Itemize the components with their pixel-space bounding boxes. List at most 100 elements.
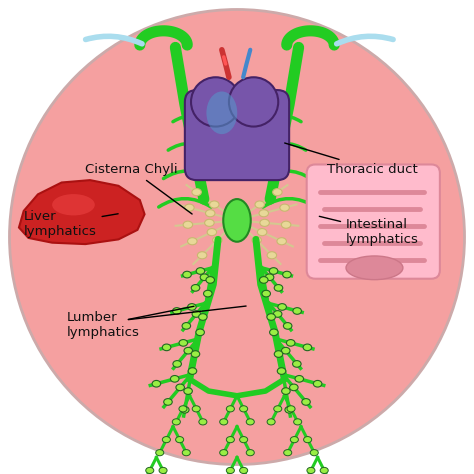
Ellipse shape (188, 368, 197, 374)
Ellipse shape (203, 290, 212, 297)
Ellipse shape (283, 271, 291, 278)
Ellipse shape (162, 437, 170, 443)
Ellipse shape (159, 467, 167, 474)
Ellipse shape (239, 406, 247, 412)
Ellipse shape (162, 344, 171, 351)
Text: Lumber
lymphatics: Lumber lymphatics (66, 310, 139, 339)
Ellipse shape (206, 277, 214, 283)
Ellipse shape (191, 284, 200, 291)
Ellipse shape (303, 344, 312, 351)
Ellipse shape (302, 399, 310, 405)
Ellipse shape (199, 314, 207, 320)
Ellipse shape (273, 310, 282, 317)
Ellipse shape (188, 304, 196, 310)
Ellipse shape (290, 384, 298, 391)
Ellipse shape (176, 384, 184, 391)
Ellipse shape (320, 467, 328, 474)
Ellipse shape (183, 271, 191, 278)
Ellipse shape (269, 268, 278, 274)
Ellipse shape (207, 91, 237, 134)
Ellipse shape (199, 419, 207, 425)
Ellipse shape (313, 381, 322, 387)
Text: Cisterna Chyli: Cisterna Chyli (85, 163, 192, 214)
Ellipse shape (200, 274, 209, 281)
Ellipse shape (260, 277, 268, 283)
Ellipse shape (246, 449, 254, 456)
Ellipse shape (205, 210, 215, 217)
Circle shape (229, 77, 278, 127)
Ellipse shape (304, 437, 312, 443)
Ellipse shape (192, 310, 201, 317)
Ellipse shape (295, 375, 303, 382)
Ellipse shape (246, 419, 254, 425)
Ellipse shape (182, 323, 191, 329)
Circle shape (9, 9, 465, 465)
Ellipse shape (185, 204, 194, 211)
Ellipse shape (213, 237, 222, 244)
Ellipse shape (252, 237, 261, 244)
Ellipse shape (210, 201, 219, 208)
Ellipse shape (183, 221, 192, 228)
Ellipse shape (227, 467, 234, 474)
Ellipse shape (205, 219, 214, 227)
Ellipse shape (285, 407, 293, 413)
Ellipse shape (274, 351, 283, 357)
Ellipse shape (290, 437, 299, 443)
Ellipse shape (287, 406, 295, 412)
Ellipse shape (182, 449, 190, 456)
Ellipse shape (184, 347, 192, 354)
Ellipse shape (146, 467, 154, 474)
Ellipse shape (273, 189, 282, 196)
Ellipse shape (52, 194, 95, 216)
Ellipse shape (346, 256, 403, 280)
Ellipse shape (277, 368, 286, 374)
Ellipse shape (191, 351, 200, 357)
Ellipse shape (219, 419, 228, 425)
Ellipse shape (223, 199, 251, 242)
Polygon shape (19, 180, 145, 244)
Ellipse shape (283, 323, 292, 329)
Text: Liver
lymphatics: Liver lymphatics (24, 210, 118, 237)
Ellipse shape (282, 221, 291, 228)
Ellipse shape (227, 406, 234, 412)
Ellipse shape (267, 252, 277, 259)
Ellipse shape (179, 339, 188, 346)
Ellipse shape (196, 268, 205, 274)
Ellipse shape (260, 219, 269, 227)
Ellipse shape (310, 449, 319, 456)
Ellipse shape (179, 406, 187, 412)
FancyBboxPatch shape (185, 90, 289, 180)
Ellipse shape (267, 314, 275, 320)
Ellipse shape (239, 467, 247, 474)
Ellipse shape (239, 437, 247, 443)
Ellipse shape (265, 274, 274, 281)
Ellipse shape (219, 449, 228, 456)
Ellipse shape (280, 204, 289, 211)
Ellipse shape (184, 388, 192, 394)
Ellipse shape (267, 419, 275, 425)
Ellipse shape (255, 201, 264, 208)
Ellipse shape (286, 339, 295, 346)
Ellipse shape (282, 347, 290, 354)
Ellipse shape (277, 237, 286, 245)
Ellipse shape (197, 252, 207, 259)
Ellipse shape (207, 228, 217, 236)
Ellipse shape (293, 308, 301, 314)
Ellipse shape (192, 189, 201, 196)
Ellipse shape (152, 381, 161, 387)
Ellipse shape (155, 449, 164, 456)
Ellipse shape (172, 419, 180, 425)
Ellipse shape (307, 467, 315, 474)
Ellipse shape (181, 407, 189, 413)
Ellipse shape (175, 437, 184, 443)
Ellipse shape (278, 304, 286, 310)
Ellipse shape (164, 399, 172, 405)
Ellipse shape (283, 449, 292, 456)
Ellipse shape (274, 284, 283, 291)
Ellipse shape (274, 406, 282, 412)
FancyBboxPatch shape (307, 164, 440, 279)
Ellipse shape (171, 375, 179, 382)
Ellipse shape (188, 237, 197, 245)
Ellipse shape (292, 361, 301, 367)
Text: Thoracic duct: Thoracic duct (285, 143, 418, 176)
